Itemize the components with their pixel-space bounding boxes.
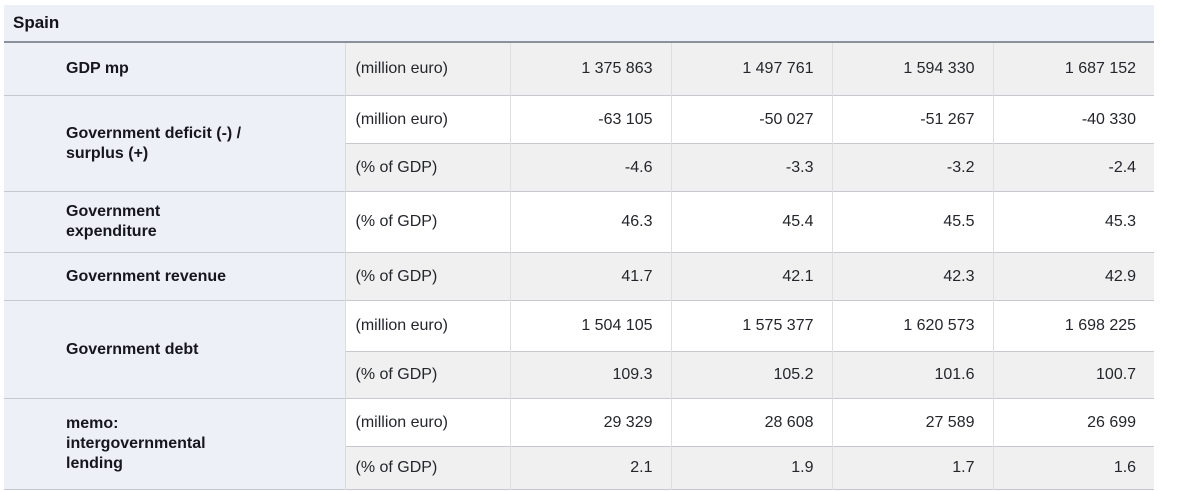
spain-fiscal-table: Spain GDP mp (million euro) 1 375 863 1 …: [4, 5, 1155, 490]
row-label-memo: memo: intergovernmental lending: [4, 398, 345, 490]
value-cell: 100.7: [992, 351, 1155, 399]
unit-label: (% of GDP): [344, 191, 510, 253]
value-cell: 2.1: [509, 446, 671, 490]
value-cell: 1 375 863: [509, 41, 671, 96]
value-cell: 28 608: [670, 398, 832, 447]
value-cell: 1 575 377: [670, 300, 832, 352]
country-header-row: Spain: [4, 5, 1155, 43]
value-cell: 1.6: [992, 446, 1155, 490]
value-cell: -2.4: [992, 143, 1155, 192]
unit-label: (% of GDP): [344, 143, 510, 192]
value-cell: 45.4: [670, 191, 832, 253]
value-cell: 109.3: [509, 351, 671, 399]
value-cell: 101.6: [831, 351, 993, 399]
value-cell: 42.3: [831, 252, 993, 301]
value-cell: 1 620 573: [831, 300, 993, 352]
value-cell: -51 267: [831, 95, 993, 144]
value-cell: 1.7: [831, 446, 993, 490]
unit-label: (% of GDP): [344, 446, 510, 490]
value-cell: 105.2: [670, 351, 832, 399]
unit-label: (million euro): [344, 300, 510, 352]
unit-label: (% of GDP): [344, 252, 510, 301]
value-cell: 1 594 330: [831, 41, 993, 96]
value-cell: 42.9: [992, 252, 1155, 301]
value-cell: 1.9: [670, 446, 832, 490]
row-label-revenue: Government revenue: [4, 252, 345, 301]
table-row-debt-eur: Government debt (million euro) 1 504 105…: [4, 300, 1155, 399]
value-cell: 45.5: [831, 191, 993, 253]
row-label-debt: Government debt: [4, 300, 345, 399]
row-label-deficit: Government deficit (-) / surplus (+): [4, 95, 345, 192]
value-cell: 42.1: [670, 252, 832, 301]
unit-label: (million euro): [344, 398, 510, 447]
value-cell: 29 329: [509, 398, 671, 447]
value-cell: 46.3: [509, 191, 671, 253]
value-cell: 1 698 225: [992, 300, 1155, 352]
value-cell: -3.2: [831, 143, 993, 192]
value-cell: -3.3: [670, 143, 832, 192]
value-cell: 41.7: [509, 252, 671, 301]
row-label-gdp: GDP mp: [4, 41, 345, 96]
value-cell: 26 699: [992, 398, 1155, 447]
table-row-debt-pct: (% of GDP) 109.3 105.2 101.6 100.7: [4, 351, 1155, 399]
table-row-expenditure: Government expenditure (% of GDP) 46.3 4…: [4, 191, 1155, 253]
row-label-expenditure: Government expenditure: [4, 191, 345, 253]
value-cell: 45.3: [992, 191, 1155, 253]
value-cell: 27 589: [831, 398, 993, 447]
table-row-gdp: GDP mp (million euro) 1 375 863 1 497 76…: [4, 41, 1155, 96]
value-cell: 1 504 105: [509, 300, 671, 352]
table-row-deficit-pct: (% of GDP) -4.6 -3.3 -3.2 -2.4: [4, 143, 1155, 192]
unit-label: (million euro): [344, 95, 510, 144]
unit-label: (% of GDP): [344, 351, 510, 399]
value-cell: -50 027: [670, 95, 832, 144]
table-row-memo-pct: (% of GDP) 2.1 1.9 1.7 1.6: [4, 446, 1155, 490]
value-cell: -40 330: [992, 95, 1155, 144]
value-cell: 1 687 152: [992, 41, 1155, 96]
value-cell: -4.6: [509, 143, 671, 192]
value-cell: 1 497 761: [670, 41, 832, 96]
unit-label: (million euro): [344, 41, 510, 96]
value-cell: -63 105: [509, 95, 671, 144]
table-row-memo-eur: memo: intergovernmental lending (million…: [4, 398, 1155, 490]
table-row-deficit-eur: Government deficit (-) / surplus (+) (mi…: [4, 95, 1155, 192]
table-row-revenue: Government revenue (% of GDP) 41.7 42.1 …: [4, 252, 1155, 301]
country-title: Spain: [4, 5, 1155, 43]
